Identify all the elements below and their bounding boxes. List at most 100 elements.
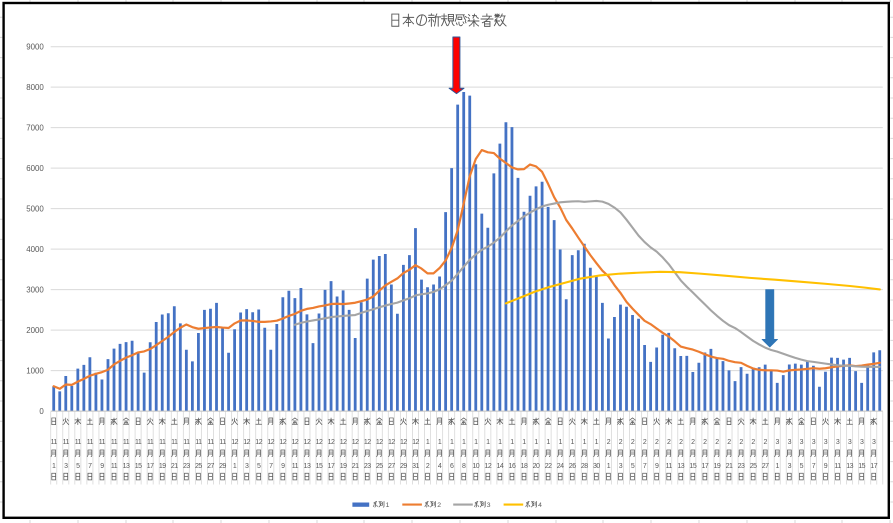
svg-text:5: 5 xyxy=(257,463,261,470)
svg-text:11: 11 xyxy=(834,463,841,470)
svg-text:23: 23 xyxy=(738,463,745,470)
svg-text:13: 13 xyxy=(123,463,130,470)
svg-text:12: 12 xyxy=(412,439,419,446)
svg-text:29: 29 xyxy=(219,463,226,470)
svg-text:7000: 7000 xyxy=(26,123,44,132)
svg-text:3: 3 xyxy=(64,463,68,470)
svg-text:3: 3 xyxy=(812,439,816,446)
svg-text:11: 11 xyxy=(219,439,226,446)
svg-text:12: 12 xyxy=(340,439,347,446)
svg-text:1: 1 xyxy=(558,439,562,446)
svg-text:19: 19 xyxy=(159,463,166,470)
svg-text:1: 1 xyxy=(534,439,538,446)
svg-text:3000: 3000 xyxy=(26,285,44,294)
svg-text:21: 21 xyxy=(726,463,733,470)
svg-text:15: 15 xyxy=(689,463,696,470)
svg-text:1: 1 xyxy=(510,439,514,446)
svg-text:13: 13 xyxy=(846,463,853,470)
svg-text:1: 1 xyxy=(386,502,390,509)
svg-text:11: 11 xyxy=(123,439,130,446)
svg-text:25: 25 xyxy=(195,463,202,470)
svg-text:12: 12 xyxy=(304,439,311,446)
svg-text:2: 2 xyxy=(631,439,635,446)
svg-text:12: 12 xyxy=(400,439,407,446)
svg-text:8: 8 xyxy=(462,463,466,470)
svg-text:1000: 1000 xyxy=(26,366,44,375)
svg-text:11: 11 xyxy=(207,439,214,446)
svg-text:19: 19 xyxy=(714,463,721,470)
svg-text:17: 17 xyxy=(147,463,154,470)
svg-text:5000: 5000 xyxy=(26,204,44,213)
svg-text:1: 1 xyxy=(546,439,550,446)
svg-text:24: 24 xyxy=(557,463,564,470)
svg-text:16: 16 xyxy=(509,463,516,470)
svg-text:26: 26 xyxy=(569,463,576,470)
svg-text:7: 7 xyxy=(643,463,647,470)
svg-text:5: 5 xyxy=(76,463,80,470)
svg-text:3: 3 xyxy=(487,502,491,509)
svg-text:3: 3 xyxy=(788,439,792,446)
svg-text:4: 4 xyxy=(538,502,542,509)
svg-text:17: 17 xyxy=(870,463,877,470)
svg-text:27: 27 xyxy=(207,463,214,470)
svg-text:11: 11 xyxy=(51,439,58,446)
svg-text:23: 23 xyxy=(364,463,371,470)
svg-text:9: 9 xyxy=(100,463,104,470)
svg-text:9000: 9000 xyxy=(26,42,44,51)
svg-text:1: 1 xyxy=(595,439,599,446)
svg-text:31: 31 xyxy=(412,463,419,470)
svg-text:11: 11 xyxy=(75,439,82,446)
svg-text:12: 12 xyxy=(291,439,298,446)
svg-text:12: 12 xyxy=(364,439,371,446)
svg-text:7: 7 xyxy=(88,463,92,470)
svg-text:11: 11 xyxy=(159,439,166,446)
svg-text:11: 11 xyxy=(183,439,190,446)
svg-text:1: 1 xyxy=(233,463,237,470)
svg-text:28: 28 xyxy=(581,463,588,470)
svg-text:15: 15 xyxy=(316,463,323,470)
svg-text:4000: 4000 xyxy=(26,245,44,254)
svg-text:9: 9 xyxy=(281,463,285,470)
svg-text:5: 5 xyxy=(800,463,804,470)
svg-text:12: 12 xyxy=(279,439,286,446)
svg-text:12: 12 xyxy=(328,439,335,446)
svg-text:3: 3 xyxy=(619,463,623,470)
svg-text:2: 2 xyxy=(607,439,611,446)
svg-text:8000: 8000 xyxy=(26,83,44,92)
svg-text:1: 1 xyxy=(571,439,575,446)
svg-text:4: 4 xyxy=(438,463,442,470)
svg-text:11: 11 xyxy=(666,463,673,470)
svg-text:3: 3 xyxy=(836,439,840,446)
svg-text:11: 11 xyxy=(135,439,142,446)
svg-text:1: 1 xyxy=(522,439,526,446)
svg-text:12: 12 xyxy=(316,439,323,446)
svg-text:13: 13 xyxy=(304,463,311,470)
svg-text:25: 25 xyxy=(376,463,383,470)
svg-text:2: 2 xyxy=(691,439,695,446)
svg-text:12: 12 xyxy=(484,463,491,470)
svg-text:23: 23 xyxy=(183,463,190,470)
svg-text:12: 12 xyxy=(376,439,383,446)
svg-text:5: 5 xyxy=(631,463,635,470)
svg-text:1: 1 xyxy=(474,439,478,446)
svg-text:21: 21 xyxy=(171,463,178,470)
svg-text:11: 11 xyxy=(87,439,94,446)
svg-text:2: 2 xyxy=(643,439,647,446)
svg-text:10: 10 xyxy=(472,463,479,470)
svg-text:11: 11 xyxy=(99,439,106,446)
svg-text:27: 27 xyxy=(388,463,395,470)
svg-text:29: 29 xyxy=(400,463,407,470)
svg-text:15: 15 xyxy=(135,463,142,470)
svg-text:0: 0 xyxy=(39,407,44,416)
svg-text:11: 11 xyxy=(63,439,70,446)
svg-text:1: 1 xyxy=(462,439,466,446)
svg-text:20: 20 xyxy=(533,463,540,470)
svg-text:2: 2 xyxy=(763,439,767,446)
svg-text:17: 17 xyxy=(701,463,708,470)
svg-text:2: 2 xyxy=(715,439,719,446)
svg-text:2: 2 xyxy=(679,439,683,446)
svg-text:2000: 2000 xyxy=(26,326,44,335)
svg-text:3: 3 xyxy=(800,439,804,446)
svg-text:1: 1 xyxy=(607,463,611,470)
svg-text:2: 2 xyxy=(655,439,659,446)
